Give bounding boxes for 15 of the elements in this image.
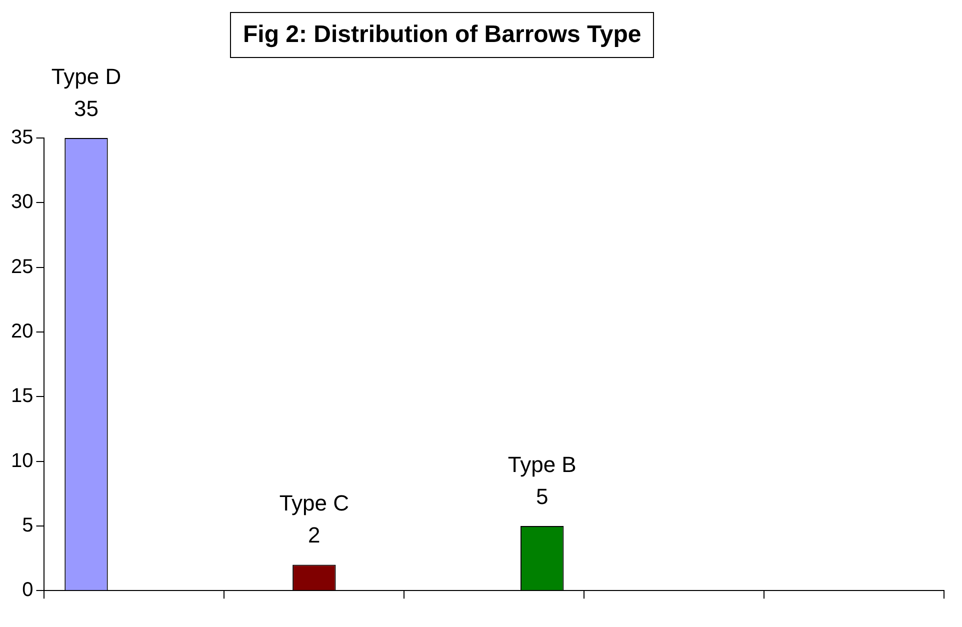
y-tick-label: 35 [10, 126, 34, 149]
data-label: 2 [308, 522, 320, 548]
y-tick-label: 5 [22, 514, 34, 536]
data-label: 35 [74, 96, 98, 121]
y-tick-label: 25 [10, 256, 34, 278]
y-tick-label: 20 [10, 320, 34, 342]
data-label: 5 [536, 484, 548, 509]
y-tick-label: 15 [10, 385, 34, 408]
text: Type C [279, 490, 350, 516]
text: Type B [508, 452, 576, 477]
text: Type D [51, 64, 122, 89]
y-tick-label: 0 [22, 579, 34, 602]
y-tick-label: 10 [10, 450, 34, 472]
chart-title: Fig 2: Distribution of Barrows Type [230, 12, 654, 58]
y-tick-label: 30 [10, 191, 34, 214]
